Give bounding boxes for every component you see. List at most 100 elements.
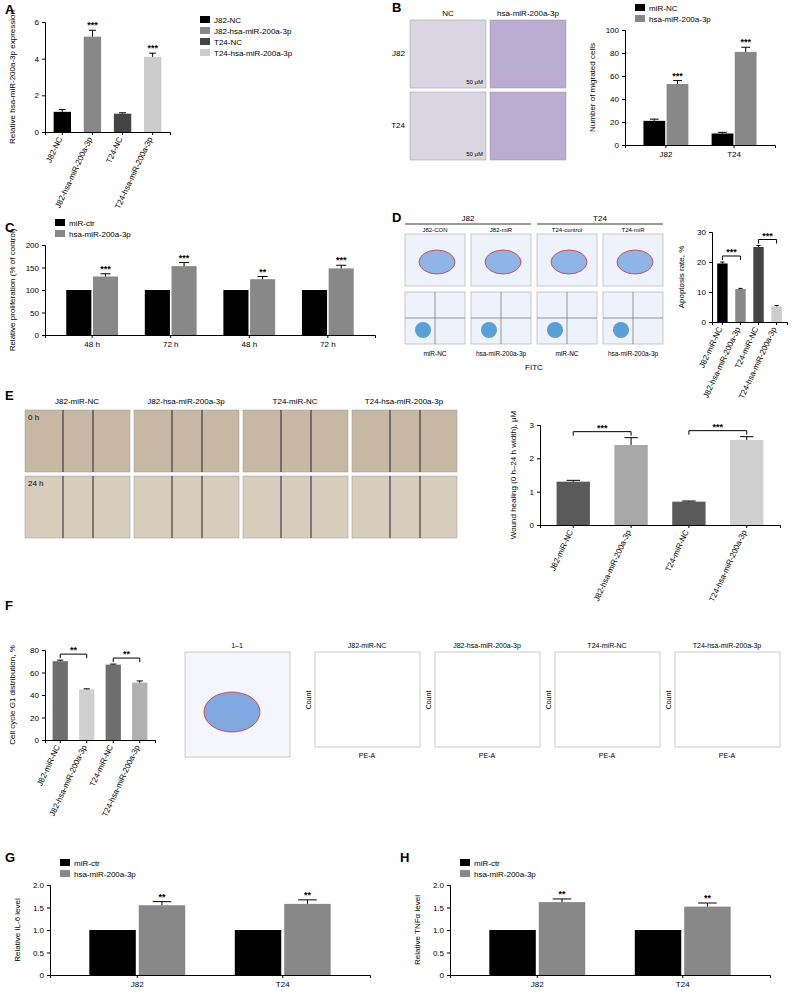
x-tick-label: 72 h <box>320 340 336 349</box>
bar <box>672 502 705 525</box>
x-tick: J82 <box>659 145 672 159</box>
legend-entry: T24-hsa-miR-200a-3p <box>200 49 293 58</box>
y-tick-mark <box>709 232 712 233</box>
significance-label: *** <box>336 255 347 265</box>
wound-image <box>243 476 348 538</box>
group-line <box>405 224 531 225</box>
plot-title: J82-CON <box>422 227 447 233</box>
y-axis-line <box>709 233 713 323</box>
x-axis: J82-NCJ82-hsa-miR-200a-3pT24-NCT24-hsa-m… <box>45 132 171 210</box>
y-tick-mark <box>622 30 625 31</box>
x-tick-mark <box>746 525 747 528</box>
y-tick-label: 4 <box>35 55 40 64</box>
x-tick-label: J82 <box>659 150 672 159</box>
cell-cluster <box>415 322 431 338</box>
caption: miR-NC <box>423 350 446 357</box>
bar <box>89 930 135 975</box>
legend-entry: miR-ctr <box>55 219 95 228</box>
bar <box>667 84 689 145</box>
x-tick-label: T24 <box>727 150 741 159</box>
wound-edges <box>390 476 420 538</box>
y-tick-label: 0 <box>35 736 40 745</box>
y-tick-label: 40 <box>610 95 619 104</box>
y-tick-label: 0.5 <box>33 949 45 958</box>
y-tick-label: 20 <box>610 118 619 127</box>
y-tick: 0 <box>615 141 625 150</box>
y-tick: 3 <box>530 421 540 430</box>
quadrant-lines <box>471 292 531 344</box>
bar <box>53 661 68 740</box>
x-tick: T24-miR-NC <box>664 525 691 573</box>
y-tick-mark <box>47 975 50 976</box>
y-tick: 0 <box>35 331 45 340</box>
plot-title: T24-control <box>552 227 582 233</box>
x-tick: T24 <box>727 145 741 159</box>
error-bar-cap <box>567 480 580 481</box>
y-axis-line <box>42 651 46 741</box>
y-tick-label: 60 <box>610 72 619 81</box>
legend: miR-ctrhsa-miR-200a-3p <box>460 859 536 879</box>
legend-swatch <box>55 219 65 226</box>
error-bar-stem <box>307 900 308 904</box>
x-tick-label: 48 h <box>241 340 257 349</box>
y-axis-title: Number of migrated cells <box>588 43 597 132</box>
legend-entry: J82-NC <box>200 16 241 25</box>
y-tick-label: 2 <box>35 91 40 100</box>
significance-label: ** <box>123 649 131 659</box>
bar-chart: ******0246J82-NCJ82-hsa-miR-200a-3pT24-N… <box>8 10 293 210</box>
error-bar <box>756 246 760 248</box>
y-axis-title: Relative IL-6 level <box>13 898 22 962</box>
bar <box>114 114 131 132</box>
error-bar-cap <box>740 436 753 437</box>
wound-images: J82-miR-NCJ82-hsa-miR-200a-3pT24-miR-NCT… <box>25 397 457 538</box>
x-tick-mark <box>631 525 632 528</box>
y-tick-mark <box>537 492 540 493</box>
legend-label: J82-NC <box>214 16 241 25</box>
scatter-plot <box>185 652 290 757</box>
y-tick: 60 <box>30 669 45 678</box>
x-tick-mark <box>92 335 93 338</box>
x-tick-label: J82-miR-NC <box>548 528 575 572</box>
bar-chart: ****00.51.01.52.0J82T24Relative TNFα lev… <box>413 859 771 989</box>
error-bar <box>137 681 143 683</box>
error-bar-cap <box>682 501 695 502</box>
y-tick: 1.5 <box>433 904 450 913</box>
significance-label: ** <box>158 892 166 902</box>
bar <box>635 930 681 975</box>
y-axis-title: Relative hsa-miR-200a-3p expression <box>8 10 17 144</box>
x-tick-label: T24 <box>276 980 290 989</box>
x-tick: J82-miR-NC <box>548 525 575 572</box>
wound-edges <box>281 476 311 538</box>
plot-title: T24-hsa-miR-200a-3p <box>693 642 762 650</box>
y-tick-mark <box>447 953 450 954</box>
wound-image <box>134 410 239 472</box>
y-tick-label: 80 <box>30 646 39 655</box>
error-bar-cap <box>137 680 143 681</box>
plot-area <box>89 900 330 975</box>
scatter-plot <box>603 234 663 286</box>
legend: miR-ctrhsa-miR-200a-3p <box>55 219 131 239</box>
y-axis-line <box>622 31 626 146</box>
significance-label: *** <box>597 423 608 433</box>
x-tick-mark <box>92 132 93 135</box>
significance-label: *** <box>87 20 98 30</box>
wound-edges <box>281 410 311 472</box>
column-label: T24-hsa-miR-200a-3p <box>365 397 444 406</box>
significance-label: ** <box>259 267 267 277</box>
column-label: NC <box>442 9 454 18</box>
y-tick-label: 0 <box>40 971 45 980</box>
y-axis-line <box>42 246 46 336</box>
gate <box>419 250 455 274</box>
wound-image <box>134 476 239 538</box>
x-tick: T24-miR-NC <box>88 740 115 788</box>
y-axis: 00.51.01.52.0 <box>433 881 451 980</box>
axis-title: FITC <box>525 363 543 372</box>
y-tick-mark <box>42 650 45 651</box>
x-tick: J82-hsa-miR-200a-3p <box>48 740 89 818</box>
quadrant-plot <box>471 292 531 344</box>
y-tick-mark <box>47 953 50 954</box>
x-tick-mark <box>776 322 777 325</box>
histogram-plot <box>315 652 420 747</box>
y-tick: 2 <box>35 91 45 100</box>
legend-swatch <box>635 4 645 11</box>
